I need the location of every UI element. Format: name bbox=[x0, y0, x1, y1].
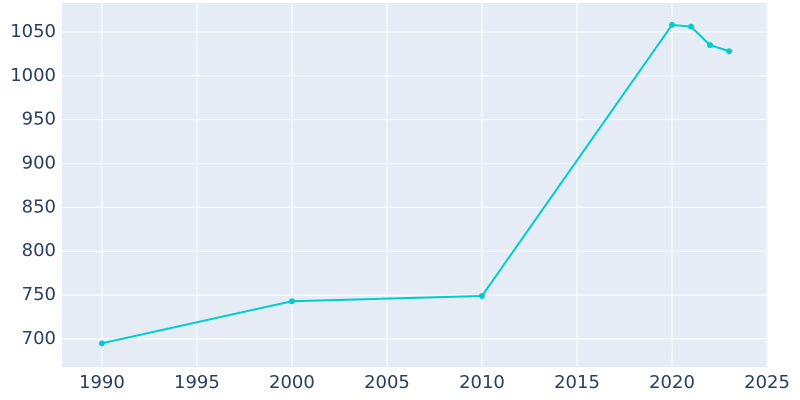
point bbox=[98, 340, 105, 347]
x-tick-label: 2025 bbox=[744, 372, 790, 393]
x-tick-label: 2015 bbox=[554, 372, 600, 393]
y-tick-label: 800 bbox=[22, 240, 56, 261]
point bbox=[726, 48, 733, 55]
plot-area bbox=[62, 3, 768, 367]
x-tick-label: 2005 bbox=[364, 372, 410, 393]
point bbox=[707, 42, 714, 49]
x-tick-label: 1995 bbox=[174, 372, 220, 393]
y-tick-label: 850 bbox=[22, 196, 56, 217]
point bbox=[478, 292, 485, 299]
y-tick-label: 900 bbox=[22, 153, 56, 174]
x-tick-label: 2000 bbox=[269, 372, 315, 393]
y-tick-label: 700 bbox=[22, 328, 56, 349]
x-tick-label: 2010 bbox=[459, 372, 505, 393]
point bbox=[288, 298, 295, 305]
y-tick-label: 750 bbox=[22, 284, 56, 305]
y-tick-label: 1050 bbox=[10, 21, 56, 42]
y-tick-label: 950 bbox=[22, 109, 56, 130]
x-tick-label: 2020 bbox=[649, 372, 695, 393]
point bbox=[669, 21, 676, 28]
point bbox=[688, 23, 695, 30]
x-tick-label: 1990 bbox=[79, 372, 125, 393]
y-tick-label: 1000 bbox=[10, 65, 56, 86]
